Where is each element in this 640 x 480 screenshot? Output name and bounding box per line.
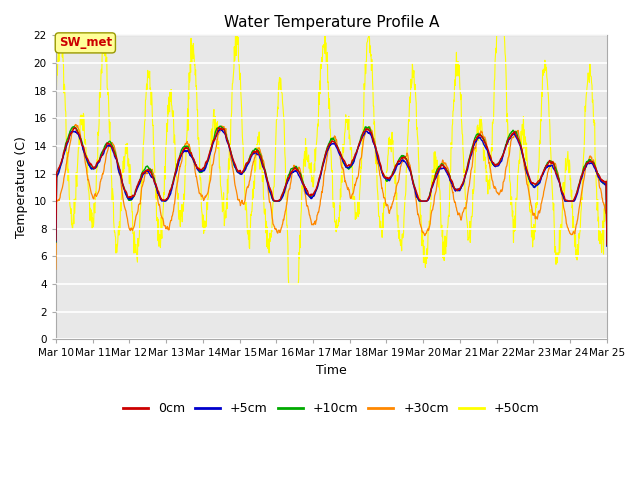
Title: Water Temperature Profile A: Water Temperature Profile A [224, 15, 439, 30]
Text: SW_met: SW_met [59, 36, 112, 49]
Legend: 0cm, +5cm, +10cm, +30cm, +50cm: 0cm, +5cm, +10cm, +30cm, +50cm [118, 397, 545, 420]
Y-axis label: Temperature (C): Temperature (C) [15, 136, 28, 238]
X-axis label: Time: Time [316, 364, 347, 377]
